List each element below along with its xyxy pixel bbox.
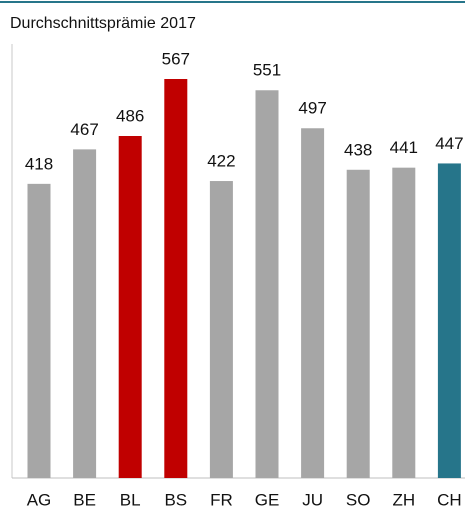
- value-label: 441: [390, 138, 418, 157]
- value-label: 551: [253, 61, 281, 80]
- bar: [27, 183, 51, 478]
- x-tick-label: JU: [302, 490, 323, 509]
- bar: [255, 90, 279, 478]
- bar: [73, 149, 97, 479]
- bar: [437, 163, 461, 478]
- x-tick-label: BE: [73, 490, 96, 509]
- x-tick-label: BL: [120, 490, 141, 509]
- value-label: 497: [298, 99, 326, 118]
- value-label: 422: [207, 152, 235, 171]
- value-label: 447: [435, 134, 463, 153]
- x-tick-label: SO: [346, 490, 371, 509]
- value-label: 438: [344, 140, 372, 159]
- x-tick-label: FR: [210, 490, 233, 509]
- x-tick-label: AG: [27, 490, 52, 509]
- value-label: 486: [116, 106, 144, 125]
- value-label: 467: [70, 120, 98, 139]
- bar: [392, 167, 416, 478]
- value-label: 418: [25, 154, 53, 173]
- x-tick-label: CH: [437, 490, 462, 509]
- bar: [346, 169, 370, 478]
- x-tick-label: BS: [164, 490, 187, 509]
- bar: [118, 136, 142, 478]
- x-tick-label: GE: [255, 490, 280, 509]
- bar: [209, 181, 233, 478]
- x-tick-label: ZH: [392, 490, 415, 509]
- chart-title: Durchschnittsprämie 2017: [10, 15, 196, 32]
- value-label: 567: [162, 49, 190, 68]
- bar: [301, 128, 325, 478]
- bar: [164, 79, 188, 478]
